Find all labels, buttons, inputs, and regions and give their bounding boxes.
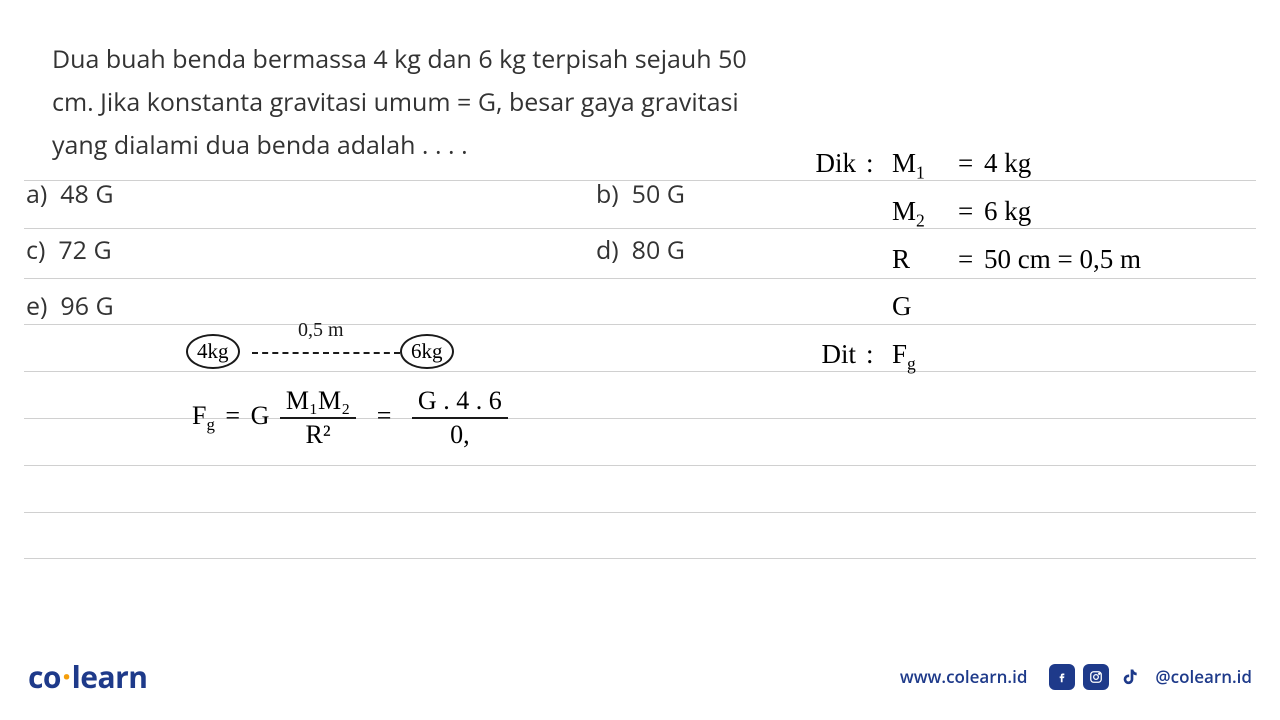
dik-colon: :	[866, 140, 892, 188]
given-sub-0: 1	[916, 162, 925, 182]
option-e: 96 G	[60, 289, 113, 323]
answer-options: a) 48 G b) 50 G c) 72 G d) 80 G e) 96 G	[26, 177, 766, 345]
logo-learn: learn	[72, 656, 148, 697]
option-d-prefix: d)	[596, 233, 619, 267]
tiktok-icon[interactable]	[1117, 664, 1143, 690]
dik-label: Dik	[794, 140, 866, 188]
option-a: 48 G	[60, 177, 113, 211]
option-c-prefix: c)	[26, 233, 45, 267]
given-eq-1: =	[958, 188, 984, 236]
instagram-icon[interactable]	[1083, 664, 1109, 690]
facebook-icon[interactable]	[1049, 664, 1075, 690]
logo-dot: ·	[61, 655, 72, 698]
formula-g: G	[251, 401, 270, 430]
given-val-0: 4 kg	[984, 140, 1031, 188]
given-val-2: 50 cm = 0,5 m	[984, 236, 1141, 283]
formula: Fg = G M₁M₂ R² = G . 4 . 6 0,	[192, 386, 512, 450]
given-sub-1: 2	[916, 210, 925, 230]
distance-label: 0,5 m	[298, 319, 344, 342]
option-b-prefix: b)	[596, 177, 619, 211]
given-eq-2: =	[958, 236, 984, 283]
dit-sub: g	[907, 353, 916, 373]
logo-co: co	[28, 656, 61, 697]
given-block: Dik : M1 = 4 kg M2 = 6 kg R = 50 cm = 0,…	[794, 140, 1141, 379]
dit-label: Dit	[794, 331, 866, 379]
formula-num2: G . 4 . 6	[412, 386, 508, 419]
formula-lhs-sub: g	[206, 415, 214, 434]
formula-num1: M₁M₂	[280, 386, 356, 419]
option-a-prefix: a)	[26, 177, 47, 211]
formula-lhs: F	[192, 401, 206, 430]
option-d: 80 G	[632, 233, 685, 267]
logo: co·learn	[28, 655, 147, 698]
distance-line	[252, 352, 400, 354]
mass-diagram: 4kg 0,5 m 6kg	[186, 322, 506, 382]
dit-colon: :	[866, 331, 892, 379]
given-val-1: 6 kg	[984, 188, 1031, 236]
option-b: 50 G	[632, 177, 685, 211]
option-c: 72 G	[58, 233, 111, 267]
formula-eq1: =	[221, 401, 244, 430]
dit-var: F	[892, 339, 907, 369]
mass2-circle: 6kg	[400, 334, 454, 369]
question-text: Dua buah benda bermassa 4 kg dan 6 kg te…	[52, 38, 772, 167]
social-icons: @colearn.id	[1049, 664, 1252, 690]
given-var-3: G	[892, 291, 912, 321]
mass1-circle: 4kg	[186, 334, 240, 369]
formula-eq2: =	[367, 401, 402, 430]
option-e-prefix: e)	[26, 289, 47, 323]
footer: co·learn www.colearn.id @colearn.id	[28, 655, 1252, 698]
given-eq-0: =	[958, 140, 984, 188]
given-var-2: R	[892, 244, 910, 274]
formula-den1: R²	[280, 419, 356, 450]
footer-url[interactable]: www.colearn.id	[900, 665, 1028, 688]
given-var-1: M	[892, 196, 916, 226]
formula-den2: 0,	[412, 419, 508, 450]
social-handle[interactable]: @colearn.id	[1155, 665, 1252, 688]
given-var-0: M	[892, 148, 916, 178]
